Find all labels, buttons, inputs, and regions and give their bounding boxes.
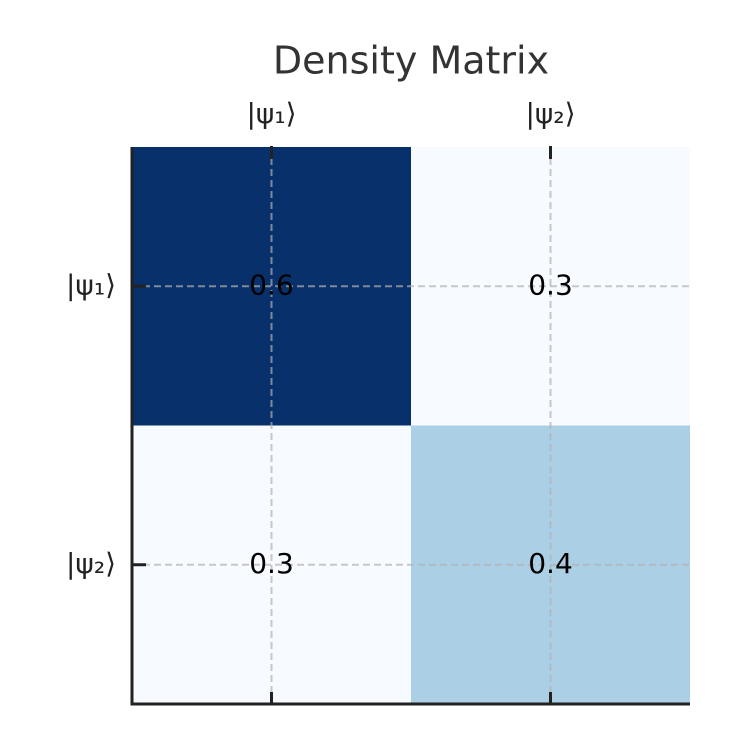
y-tick-label: |ψ₂⟩ [66,547,116,580]
chart-title: Density Matrix [273,39,549,83]
data-label: 0.3 [528,268,573,301]
data-label: 0.6 [249,268,294,301]
y-tick-label: |ψ₁⟩ [66,268,116,301]
data-label: 0.4 [528,547,573,580]
x-tick-label: |ψ₂⟩ [525,97,575,130]
data-label: 0.3 [249,547,294,580]
x-tick-label: |ψ₁⟩ [246,97,296,130]
